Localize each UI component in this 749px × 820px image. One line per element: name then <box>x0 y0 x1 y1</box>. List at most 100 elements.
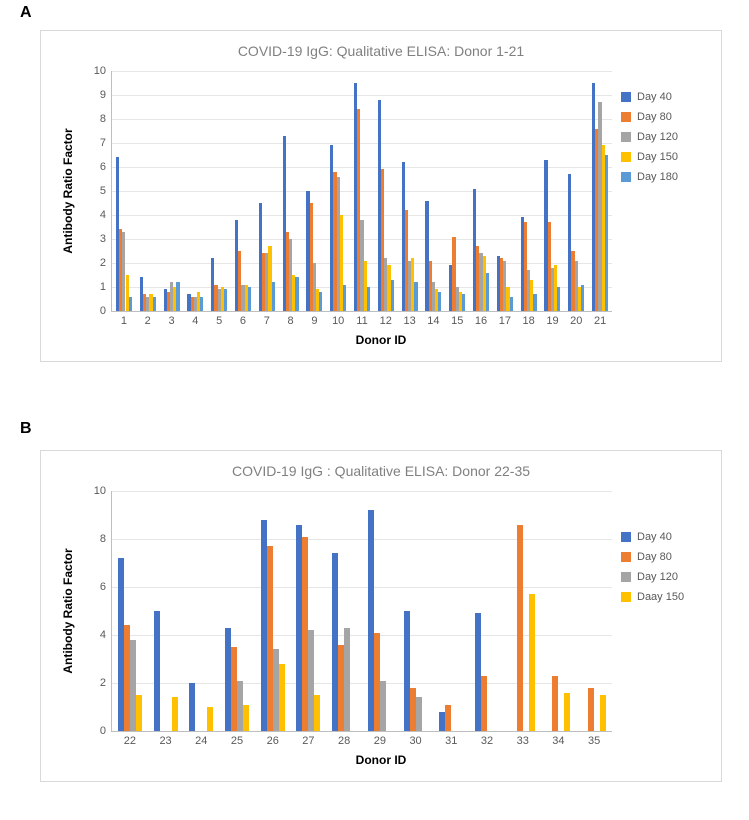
chart-b-legend-item: Day 40 <box>621 531 684 543</box>
chart-a-legend-swatch <box>621 132 631 142</box>
chart-b-x-tick-label: 35 <box>588 731 600 747</box>
chart-a-y-tick-label: 2 <box>100 257 112 269</box>
chart-a-legend-item: Day 180 <box>621 171 678 183</box>
chart-a-legend-label: Day 80 <box>637 111 672 123</box>
chart-b-x-tick-label: 22 <box>124 731 136 747</box>
chart-a-legend-label: Day 40 <box>637 91 672 103</box>
chart-a-gridline <box>112 191 612 192</box>
chart-a-x-tick-label: 5 <box>216 311 222 327</box>
chart-a-y-tick-label: 9 <box>100 89 112 101</box>
chart-b-x-tick-label: 29 <box>374 731 386 747</box>
chart-a-bar <box>176 282 179 311</box>
chart-b-x-tick-label: 23 <box>159 731 171 747</box>
chart-b-legend-item: Day 120 <box>621 571 684 583</box>
chart-a-bar <box>319 292 322 311</box>
chart-b-y-axis-title: Antibody Ratio Factor <box>61 548 75 673</box>
chart-b-y-tick-label: 6 <box>100 581 112 593</box>
chart-b-bar <box>189 683 195 731</box>
chart-b-legend-label: Daay 150 <box>637 591 684 603</box>
chart-a-legend-item: Day 150 <box>621 151 678 163</box>
chart-a-legend-item: Day 40 <box>621 91 678 103</box>
chart-a-legend: Day 40 Day 80 Day 120 Day 150 Day 180 <box>621 91 678 191</box>
chart-a-legend-label: Day 150 <box>637 151 678 163</box>
chart-a-legend-swatch <box>621 152 631 162</box>
chart-a-y-tick-label: 0 <box>100 305 112 317</box>
chart-a-legend-label: Day 120 <box>637 131 678 143</box>
chart-a-x-axis-title: Donor ID <box>41 333 721 347</box>
chart-a-y-axis-title: Antibody Ratio Factor <box>61 128 75 253</box>
chart-a-bar <box>605 155 608 311</box>
chart-b-legend-swatch <box>621 552 631 562</box>
chart-a-gridline <box>112 167 612 168</box>
chart-a-x-tick-label: 9 <box>311 311 317 327</box>
chart-b-title: COVID-19 IgG : Qualitative ELISA: Donor … <box>41 463 721 479</box>
chart-a-legend-label: Day 180 <box>637 171 678 183</box>
chart-a-x-tick-label: 1 <box>121 311 127 327</box>
chart-a-bar <box>486 273 489 311</box>
chart-a-x-tick-label: 13 <box>403 311 415 327</box>
chart-a-x-tick-label: 15 <box>451 311 463 327</box>
chart-a-legend-swatch <box>621 112 631 122</box>
panel-label-b: B <box>20 420 32 438</box>
chart-b-x-tick-label: 33 <box>517 731 529 747</box>
chart-b-x-tick-label: 31 <box>445 731 457 747</box>
chart-b-bar <box>207 707 213 731</box>
chart-b-bar <box>588 688 594 731</box>
chart-a-bar <box>391 280 394 311</box>
chart-a-x-tick-label: 4 <box>192 311 198 327</box>
chart-a-bar <box>153 297 156 311</box>
chart-b-bar <box>529 594 535 731</box>
chart-a-y-tick-label: 4 <box>100 209 112 221</box>
chart-b-legend-swatch <box>621 592 631 602</box>
chart-b-bar <box>154 611 160 731</box>
chart-a-y-tick-label: 5 <box>100 185 112 197</box>
chart-a-bar <box>129 297 132 311</box>
chart-a-bar <box>248 287 251 311</box>
chart-b-legend-label: Day 80 <box>637 551 672 563</box>
chart-a-legend-item: Day 80 <box>621 111 678 123</box>
chart-a-x-tick-label: 12 <box>380 311 392 327</box>
chart-b-bar <box>517 525 523 731</box>
chart-a-bar <box>200 297 203 311</box>
chart-a-x-tick-label: 3 <box>168 311 174 327</box>
chart-a-legend-swatch <box>621 92 631 102</box>
chart-b-bar <box>344 628 350 731</box>
chart-a-x-tick-label: 18 <box>523 311 535 327</box>
chart-a-bar <box>414 282 417 311</box>
chart-a-x-tick-label: 7 <box>264 311 270 327</box>
chart-a-legend-swatch <box>621 172 631 182</box>
chart-a-bar <box>557 287 560 311</box>
chart-b-bar <box>552 676 558 731</box>
chart-a-bar <box>272 282 275 311</box>
chart-a-y-tick-label: 8 <box>100 113 112 125</box>
chart-a-legend-item: Day 120 <box>621 131 678 143</box>
chart-a-x-tick-label: 10 <box>332 311 344 327</box>
chart-a-y-tick-label: 6 <box>100 161 112 173</box>
chart-b-y-tick-label: 4 <box>100 629 112 641</box>
chart-b-y-tick-label: 8 <box>100 533 112 545</box>
chart-a-bar <box>295 277 298 311</box>
chart-a-gridline <box>112 119 612 120</box>
panel-label-a: A <box>20 4 32 22</box>
chart-a-y-tick-label: 3 <box>100 233 112 245</box>
chart-a-x-tick-label: 20 <box>570 311 582 327</box>
chart-b-bar <box>136 695 142 731</box>
chart-a-bar <box>462 294 465 311</box>
chart-b-gridline <box>112 683 612 684</box>
chart-b-legend-item: Day 80 <box>621 551 684 563</box>
chart-b-frame: COVID-19 IgG : Qualitative ELISA: Donor … <box>40 450 722 782</box>
chart-a-x-tick-label: 8 <box>288 311 294 327</box>
chart-b-x-tick-label: 24 <box>195 731 207 747</box>
chart-b-x-tick-label: 32 <box>481 731 493 747</box>
chart-a-bar <box>533 294 536 311</box>
chart-b-x-tick-label: 25 <box>231 731 243 747</box>
chart-b-legend-item: Daay 150 <box>621 591 684 603</box>
chart-b-bar <box>445 705 451 731</box>
chart-a-bar <box>367 287 370 311</box>
chart-a-y-tick-label: 10 <box>94 65 112 77</box>
chart-b-gridline <box>112 491 612 492</box>
chart-a-y-tick-label: 7 <box>100 137 112 149</box>
chart-a-y-tick-label: 1 <box>100 281 112 293</box>
chart-a-x-tick-label: 16 <box>475 311 487 327</box>
chart-b-legend-label: Day 120 <box>637 571 678 583</box>
